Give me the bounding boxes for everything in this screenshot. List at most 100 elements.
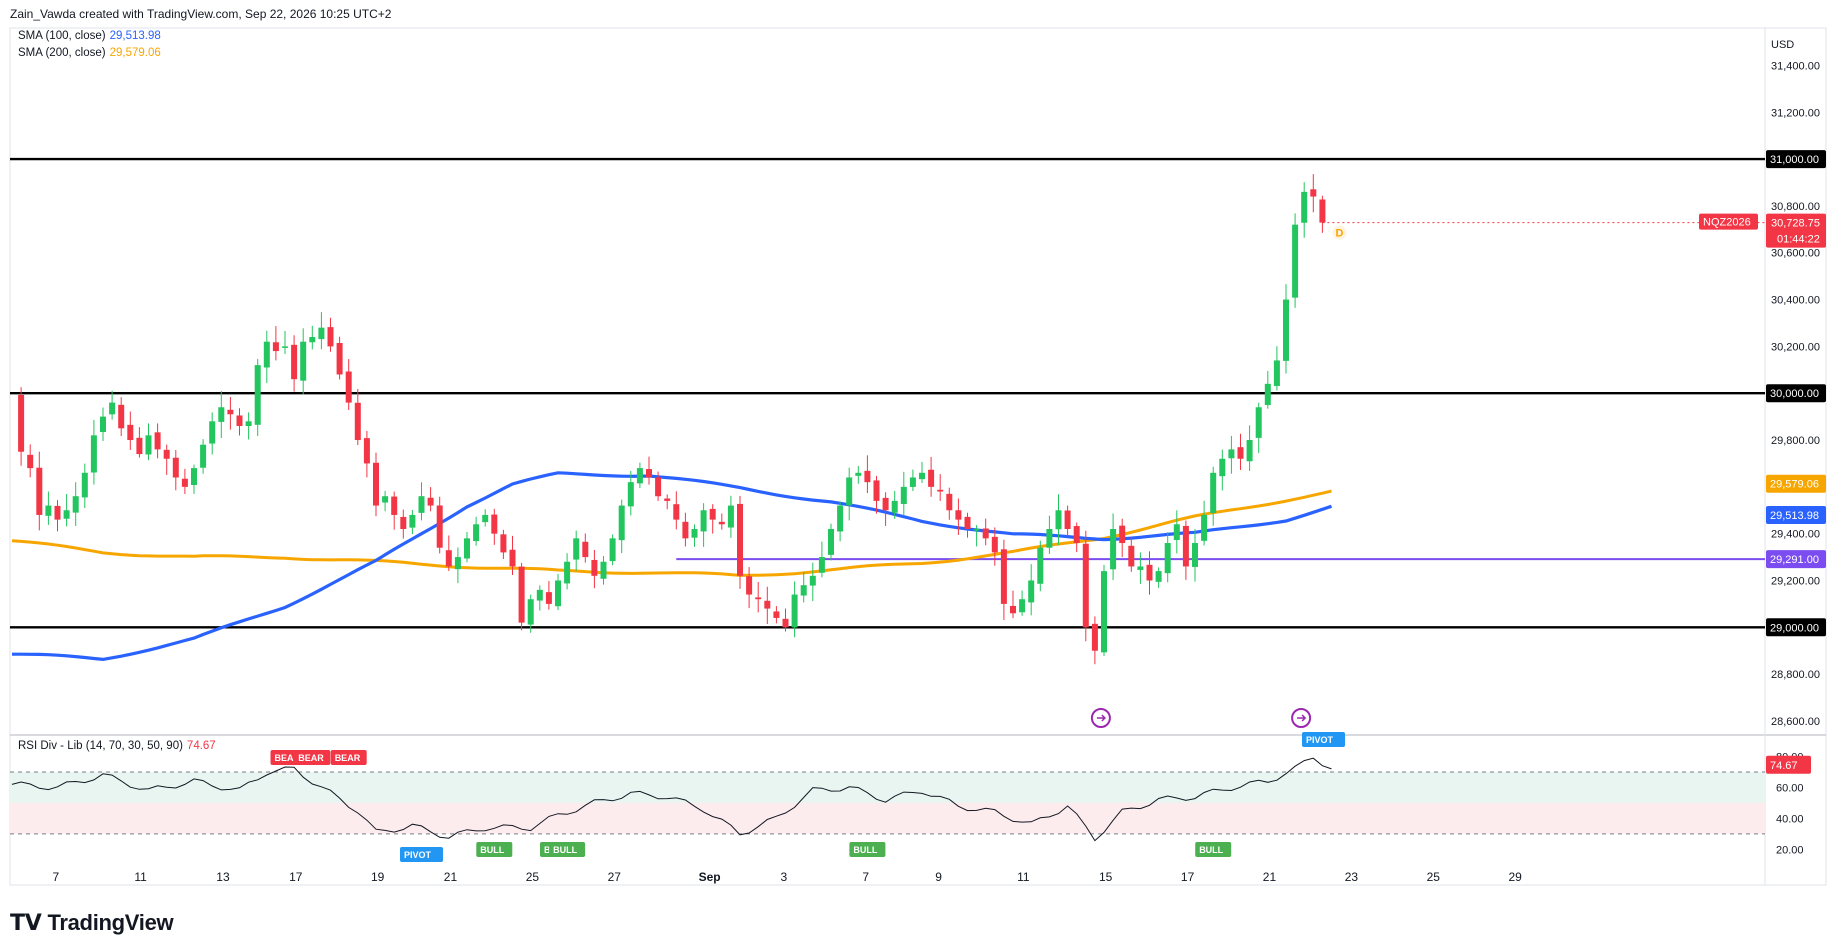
candle-body[interactable]	[555, 580, 561, 607]
candle-body[interactable]	[336, 343, 343, 375]
candle-body[interactable]	[991, 536, 998, 553]
candle-body[interactable]	[482, 514, 489, 523]
candle-body[interactable]	[1255, 407, 1262, 438]
candle-body[interactable]	[809, 575, 816, 586]
candle-body[interactable]	[90, 435, 97, 473]
candle-body[interactable]	[682, 521, 689, 539]
candle-body[interactable]	[573, 538, 580, 560]
candle-body[interactable]	[363, 438, 370, 464]
candle-body[interactable]	[1319, 199, 1326, 223]
candle-body[interactable]	[646, 469, 652, 478]
candle-body[interactable]	[409, 514, 416, 528]
rsi-signal-bull[interactable]	[1195, 842, 1232, 857]
candle-body[interactable]	[218, 407, 225, 422]
candle-body[interactable]	[737, 503, 743, 576]
candle-body[interactable]	[782, 618, 789, 628]
candle-body[interactable]	[309, 337, 316, 343]
candle-body[interactable]	[291, 344, 298, 380]
candle-body[interactable]	[282, 346, 288, 348]
candle-body[interactable]	[919, 472, 925, 480]
candle-body[interactable]	[36, 467, 43, 515]
candle-body[interactable]	[527, 599, 534, 625]
candle-body[interactable]	[236, 415, 243, 426]
candle-body[interactable]	[1301, 191, 1308, 223]
candle-body[interactable]	[300, 341, 307, 381]
candle-body[interactable]	[964, 516, 971, 529]
candle-body[interactable]	[1064, 510, 1071, 529]
rsi-signal-pivot-top[interactable]	[1302, 732, 1345, 747]
candle-body[interactable]	[891, 500, 898, 513]
candle-body[interactable]	[636, 468, 643, 484]
candle-body[interactable]	[163, 449, 170, 459]
candle-body[interactable]	[1246, 440, 1253, 462]
candle-body[interactable]	[1137, 566, 1144, 570]
rsi-signal-bull[interactable]	[549, 842, 586, 857]
candle-body[interactable]	[764, 600, 771, 609]
candle-body[interactable]	[518, 566, 525, 623]
candle-body[interactable]	[1192, 543, 1198, 567]
candle-body[interactable]	[873, 480, 880, 501]
candle-body[interactable]	[664, 498, 671, 501]
candle-body[interactable]	[591, 559, 598, 576]
candle-body[interactable]	[1210, 472, 1217, 514]
candle-body[interactable]	[536, 589, 543, 601]
candle-body[interactable]	[727, 505, 734, 528]
candle-body[interactable]	[1310, 189, 1317, 197]
dividend-marker-icon[interactable]	[1332, 225, 1347, 240]
candle-body[interactable]	[1110, 528, 1117, 570]
candle-body[interactable]	[864, 470, 871, 483]
candle-body[interactable]	[627, 482, 634, 507]
candle-body[interactable]	[254, 365, 261, 425]
legend-sma200[interactable]: SMA (200, close) 29,579.06	[18, 47, 161, 59]
candle-body[interactable]	[1237, 447, 1244, 459]
candle-body[interactable]	[846, 477, 853, 506]
candle-body[interactable]	[928, 469, 935, 487]
candle-body[interactable]	[1155, 571, 1162, 582]
candle-body[interactable]	[909, 477, 916, 487]
candle-body[interactable]	[700, 510, 707, 532]
candle-body[interactable]	[473, 524, 480, 542]
candle-body[interactable]	[491, 514, 498, 534]
candle-body[interactable]	[445, 550, 452, 567]
candle-body[interactable]	[545, 592, 552, 604]
rsi-signal-pivot-bottom[interactable]	[400, 847, 443, 862]
candle-body[interactable]	[245, 421, 252, 427]
rsi-line[interactable]	[11, 757, 1332, 842]
candle-body[interactable]	[18, 394, 25, 452]
candle-body[interactable]	[1164, 543, 1171, 574]
candle-body[interactable]	[746, 576, 753, 595]
candle-body[interactable]	[955, 510, 962, 520]
candle-body[interactable]	[1046, 528, 1053, 548]
candle-body[interactable]	[509, 549, 516, 567]
candle-body[interactable]	[263, 341, 270, 368]
candle-body[interactable]	[882, 497, 889, 511]
candle-body[interactable]	[1091, 623, 1098, 651]
legend-rsi[interactable]: RSI Div - Lib (14, 70, 30, 50, 90) 74.67	[18, 740, 216, 752]
candle-body[interactable]	[855, 472, 862, 476]
candle-body[interactable]	[1146, 564, 1153, 581]
candle-body[interactable]	[791, 594, 798, 628]
candle-body[interactable]	[1010, 605, 1016, 614]
candle-body[interactable]	[200, 444, 207, 468]
candle-body[interactable]	[181, 478, 188, 487]
candle-body[interactable]	[937, 489, 944, 492]
rsi-signal-bull[interactable]	[476, 842, 513, 857]
candle-body[interactable]	[800, 585, 807, 596]
candle-body[interactable]	[828, 528, 834, 555]
candle-body[interactable]	[718, 521, 725, 525]
candle-body[interactable]	[63, 510, 70, 519]
candle-body[interactable]	[145, 435, 152, 455]
candle-body[interactable]	[272, 342, 279, 352]
candle-body[interactable]	[382, 496, 389, 503]
candle-body[interactable]	[946, 493, 953, 511]
candle-body[interactable]	[773, 611, 780, 618]
candle-body[interactable]	[427, 497, 434, 506]
candle-body[interactable]	[1264, 383, 1271, 405]
candle-body[interactable]	[1119, 525, 1126, 544]
candle-body[interactable]	[600, 561, 607, 579]
candle-body[interactable]	[1037, 547, 1044, 584]
candle-body[interactable]	[582, 541, 589, 558]
rsi-signal-bull[interactable]	[849, 842, 886, 857]
candle-body[interactable]	[345, 371, 352, 403]
